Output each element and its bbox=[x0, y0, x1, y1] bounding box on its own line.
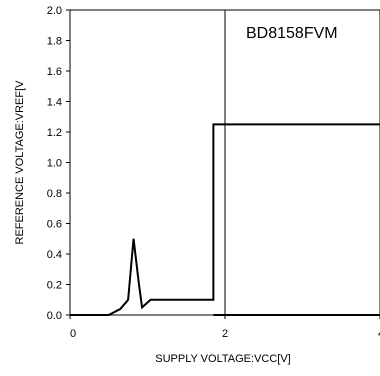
x-tick-label-0: 0 bbox=[70, 328, 76, 340]
y-tick-label-6: 1.2 bbox=[47, 127, 62, 139]
y-tick-label-8: 1.6 bbox=[47, 66, 62, 78]
y-tick-label-7: 1.4 bbox=[47, 97, 62, 109]
y-tick-label-0: 0.0 bbox=[47, 310, 62, 322]
x-tick-label-1: 2 bbox=[222, 328, 228, 340]
chart-annotation-label: BD8158FVM bbox=[246, 25, 338, 42]
y-tick-label-3: 0.6 bbox=[47, 219, 62, 231]
y-tick-label-5: 1.0 bbox=[47, 158, 62, 170]
y-tick-label-4: 0.8 bbox=[47, 188, 62, 200]
x-tick-label-2: 4 bbox=[378, 328, 380, 340]
y-tick-label-2: 0.4 bbox=[47, 249, 62, 261]
x-axis: 0 2 4 bbox=[69, 315, 380, 340]
y-tick-label-10: 2.0 bbox=[47, 5, 62, 17]
y-tick-label-9: 1.8 bbox=[47, 36, 62, 48]
x-axis-title: SUPPLY VOLTAGE:VCC[V] bbox=[155, 353, 291, 365]
y-axis: 0.0 0.2 0.4 0.6 0.8 1.0 1.2 1.4 1.6 1.8 2.0 bbox=[47, 5, 70, 322]
series-line-0 bbox=[70, 123, 380, 316]
y-axis-title: REFERENCE VOLTAGE:VREF[V bbox=[14, 80, 26, 245]
y-tick-label-1: 0.2 bbox=[47, 280, 62, 292]
